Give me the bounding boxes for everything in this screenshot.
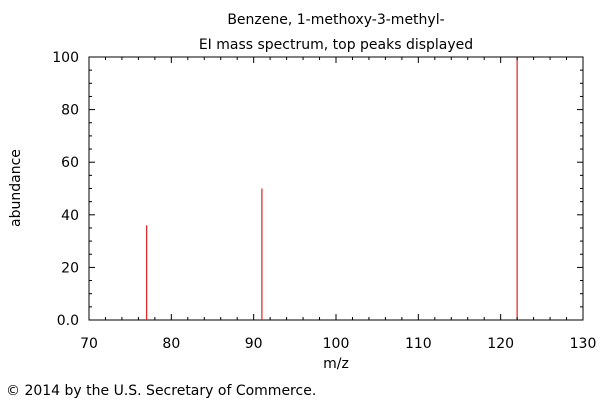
x-tick-label: 90: [245, 336, 263, 352]
y-tick-label: 40: [61, 208, 79, 224]
y-tick-label: 60: [61, 155, 79, 171]
x-tick-label: 110: [405, 336, 432, 352]
x-tick-label: 120: [487, 336, 514, 352]
x-tick-label: 80: [162, 336, 180, 352]
x-axis-label: m/z: [323, 356, 349, 372]
y-tick-label: 100: [52, 50, 79, 66]
y-tick-label: 0.0: [57, 313, 79, 329]
x-tick-label: 100: [323, 336, 350, 352]
x-tick-label: 70: [80, 336, 98, 352]
chart-title: Benzene, 1-methoxy-3-methyl-: [227, 12, 444, 28]
y-tick-label: 20: [61, 260, 79, 276]
chart-subtitle: EI mass spectrum, top peaks displayed: [199, 37, 473, 53]
y-axis-label: abundance: [8, 149, 24, 227]
x-tick-label: 130: [570, 336, 597, 352]
copyright-notice: © 2014 by the U.S. Secretary of Commerce…: [6, 383, 316, 399]
plot-frame: [88, 56, 584, 321]
y-tick-label: 80: [61, 103, 79, 119]
